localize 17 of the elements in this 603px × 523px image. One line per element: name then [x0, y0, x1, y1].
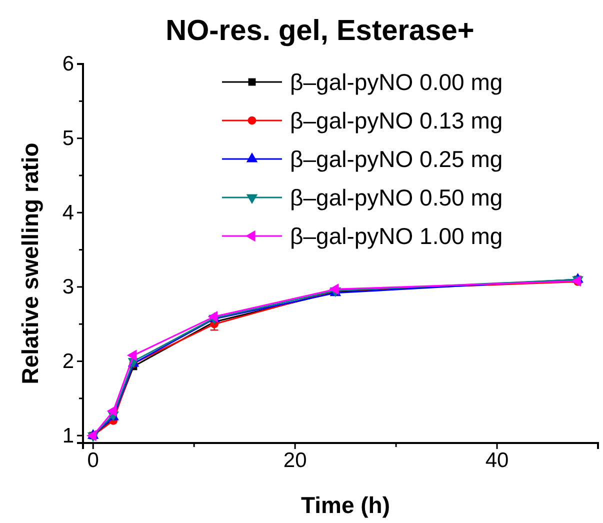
y-tick-label: 6 — [62, 52, 74, 76]
legend-label: β–gal-pyNO 1.00 mg — [290, 223, 503, 249]
legend-label: β–gal-pyNO 0.25 mg — [290, 146, 503, 172]
y-tick-label: 1 — [62, 424, 74, 448]
x-tick-label: 40 — [485, 448, 509, 472]
chart-title: NO-res. gel, Esterase+ — [166, 15, 474, 47]
x-axis-title: Time (h) — [300, 492, 390, 518]
legend-label: β–gal-pyNO 0.13 mg — [290, 108, 503, 134]
y-axis-title: Relative swelling ratio — [17, 142, 43, 384]
y-tick-label: 5 — [62, 127, 74, 150]
legend-label: β–gal-pyNO 0.00 mg — [290, 69, 503, 95]
x-tick-label: 20 — [283, 448, 307, 472]
y-tick-label: 3 — [62, 276, 74, 299]
y-tick-label: 2 — [62, 350, 74, 373]
legend-label: β–gal-pyNO 0.50 mg — [290, 184, 503, 210]
y-tick-label: 4 — [62, 201, 74, 224]
x-tick-label: 0 — [87, 448, 99, 472]
